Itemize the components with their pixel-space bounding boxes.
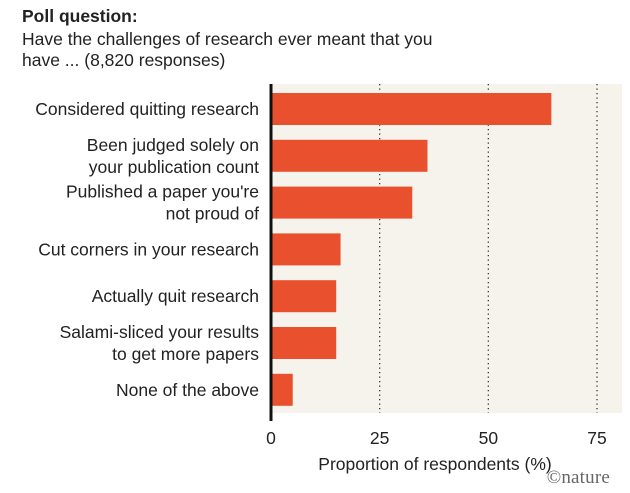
category-label-2: Been judged solely on your publication co… — [87, 135, 259, 177]
bar-6 — [271, 327, 337, 359]
bar-7 — [271, 373, 293, 406]
bar-2 — [271, 139, 428, 172]
x-axis-title: Proportion of respondents (%) — [318, 454, 551, 474]
category-label-3: Published a paper you're not proud of — [66, 182, 259, 224]
nature-logo: ©nature — [546, 467, 610, 488]
x-tick-label-25: 25 — [370, 428, 389, 448]
category-labels: Considered quitting research Been judged … — [35, 99, 259, 400]
bar-4 — [271, 233, 341, 266]
category-label-4: Cut corners in your research — [38, 239, 259, 259]
x-tick-label-75: 75 — [587, 428, 606, 448]
bars — [271, 93, 552, 406]
x-tick-label-0: 0 — [266, 428, 276, 448]
category-label-6: Salami-sliced your results to get more pa… — [60, 322, 260, 364]
category-label-7: None of the above — [116, 380, 259, 400]
chart-subtitle: Have the challenges of research ever mea… — [22, 29, 433, 70]
category-label-1: Considered quitting research — [35, 99, 259, 119]
bar-5 — [271, 280, 337, 313]
x-tick-labels: 0 25 50 75 — [266, 428, 607, 448]
chart-title: Poll question: — [22, 6, 138, 26]
bar-3 — [271, 186, 413, 219]
bar-1 — [271, 93, 552, 125]
grid-lines — [379, 84, 598, 413]
category-label-5: Actually quit research — [92, 286, 259, 306]
x-tick-label-50: 50 — [479, 428, 499, 448]
